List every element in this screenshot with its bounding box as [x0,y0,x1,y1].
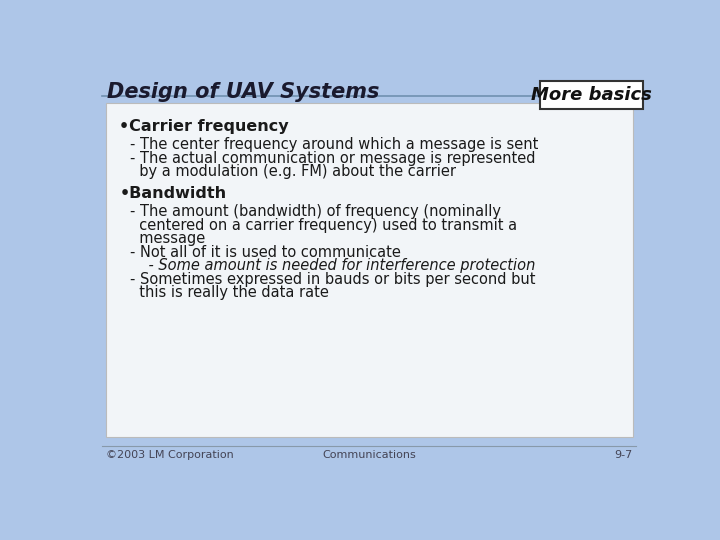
Text: - The amount (bandwidth) of frequency (nominally: - The amount (bandwidth) of frequency (n… [130,205,501,219]
Text: message: message [130,231,205,246]
Text: More basics: More basics [531,86,652,104]
Text: •Carrier frequency: •Carrier frequency [120,119,289,134]
Text: - Sometimes expressed in bauds or bits per second but: - Sometimes expressed in bauds or bits p… [130,272,536,287]
FancyBboxPatch shape [540,81,642,109]
Text: Communications: Communications [322,450,416,460]
Text: •Bandwidth: •Bandwidth [120,186,227,201]
Text: 9-7: 9-7 [614,450,632,460]
Text: centered on a carrier frequency) used to transmit a: centered on a carrier frequency) used to… [130,218,518,233]
Text: this is really the data rate: this is really the data rate [130,285,329,300]
Text: Design of UAV Systems: Design of UAV Systems [107,82,379,102]
Text: ©2003 LM Corporation: ©2003 LM Corporation [106,450,233,460]
FancyBboxPatch shape [106,103,632,437]
Text: - Some amount is needed for interference protection: - Some amount is needed for interference… [130,258,536,273]
Text: - Not all of it is used to communicate: - Not all of it is used to communicate [130,245,401,260]
Text: - The center frequency around which a message is sent: - The center frequency around which a me… [130,138,539,152]
Text: - The actual communication or message is represented: - The actual communication or message is… [130,151,536,166]
Text: by a modulation (e.g. FM) about the carrier: by a modulation (e.g. FM) about the carr… [130,165,456,179]
